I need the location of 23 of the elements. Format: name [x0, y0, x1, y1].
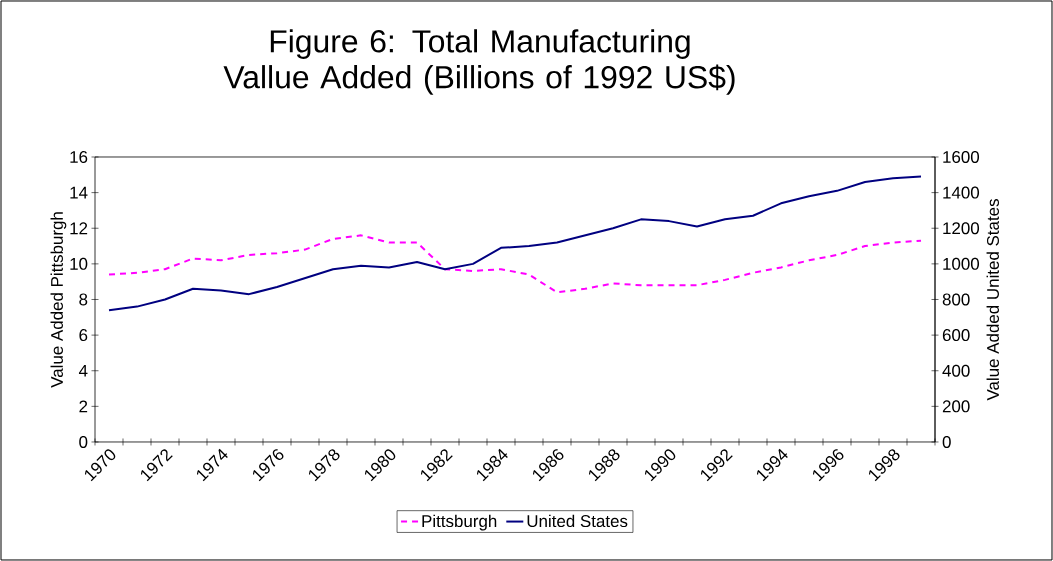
y2-tick-label: 0 — [942, 435, 951, 448]
y2-tick-label: 200 — [942, 400, 970, 413]
y2-tick-label: 800 — [942, 293, 970, 306]
y2-axis-title: Value Added United States — [986, 199, 999, 401]
y2-tick-label: 1400 — [943, 186, 980, 199]
y2-tick-label: 1000 — [943, 257, 980, 270]
y-tick-label: 6 — [79, 329, 88, 342]
y-tick-label: 12 — [70, 222, 88, 235]
y-tick-label: 14 — [70, 186, 88, 199]
y2-tick-label: 1600 — [943, 150, 980, 163]
y-tick-label: 4 — [78, 364, 88, 377]
y2-tick-label: 600 — [942, 329, 970, 342]
legend-label: Pittsburgh — [422, 514, 497, 531]
y-tick-label: 8 — [79, 293, 88, 306]
chart-title: Figure 6: Total Manufacturing Vallue Added (Billions of 1992 US$) — [223, 29, 735, 95]
legend-label: United States — [527, 514, 628, 528]
y-tick-label: 0 — [79, 435, 88, 448]
y2-tick-label: 1200 — [943, 222, 980, 235]
y-tick-label: 10 — [70, 257, 88, 270]
y-tick-label: 16 — [70, 150, 88, 163]
y-axis-title: Value Added Pittsburgh — [50, 212, 67, 388]
y2-tick-label: 400 — [942, 364, 970, 377]
y-tick-label: 2 — [79, 400, 88, 413]
